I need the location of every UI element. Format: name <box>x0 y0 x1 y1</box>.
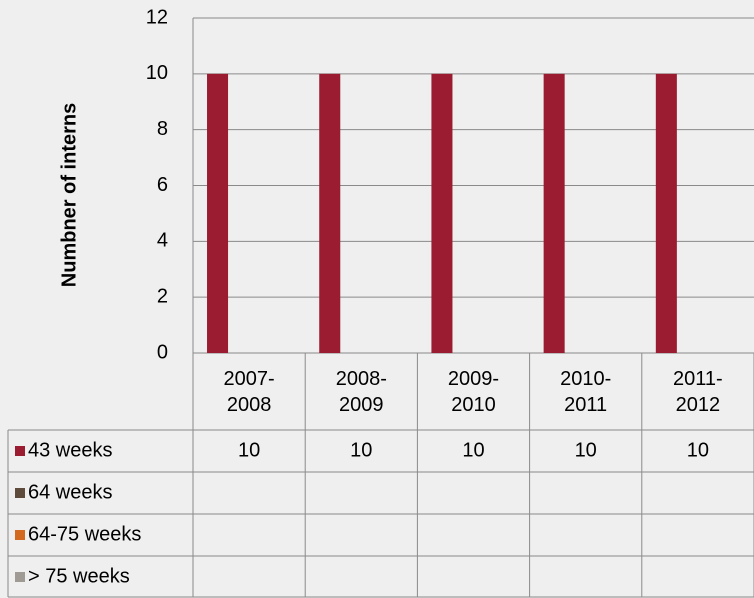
x-tick-label: 2007-2008 <box>223 368 275 416</box>
legend-key <box>15 572 25 582</box>
y-tick-label: 2 <box>157 285 168 307</box>
y-tick-label: 0 <box>157 341 168 363</box>
y-tick-label: 10 <box>146 62 168 84</box>
x-tick-label: 2011-2012 <box>673 368 723 416</box>
bar <box>319 73 341 353</box>
table-value: 10 <box>575 439 597 461</box>
bar <box>543 73 565 353</box>
legend-key <box>15 488 25 498</box>
legend-label: 64-75 weeks <box>28 523 141 545</box>
y-tick-label: 6 <box>157 174 168 196</box>
x-tick-label: 2010-2011 <box>560 368 612 416</box>
bar <box>655 73 677 353</box>
x-tick-label: 2008-2009 <box>335 368 387 416</box>
x-tick-label: 2009-2010 <box>447 368 500 416</box>
table-value: 10 <box>687 439 709 461</box>
legend-label: > 75 weeks <box>28 565 130 587</box>
y-tick-label: 8 <box>157 118 168 140</box>
y-tick-label: 12 <box>146 6 168 28</box>
y-axis-title: Numbner of interns <box>58 103 80 287</box>
table-value: 10 <box>462 439 484 461</box>
y-tick-label: 4 <box>157 230 168 252</box>
legend-label: 64 weeks <box>28 481 113 503</box>
legend-key <box>15 530 25 540</box>
legend-key <box>15 446 25 456</box>
bar <box>431 73 453 353</box>
table-value: 10 <box>238 439 260 461</box>
table-value: 10 <box>350 439 372 461</box>
bar <box>207 73 229 353</box>
legend-label: 43 weeks <box>28 439 113 461</box>
